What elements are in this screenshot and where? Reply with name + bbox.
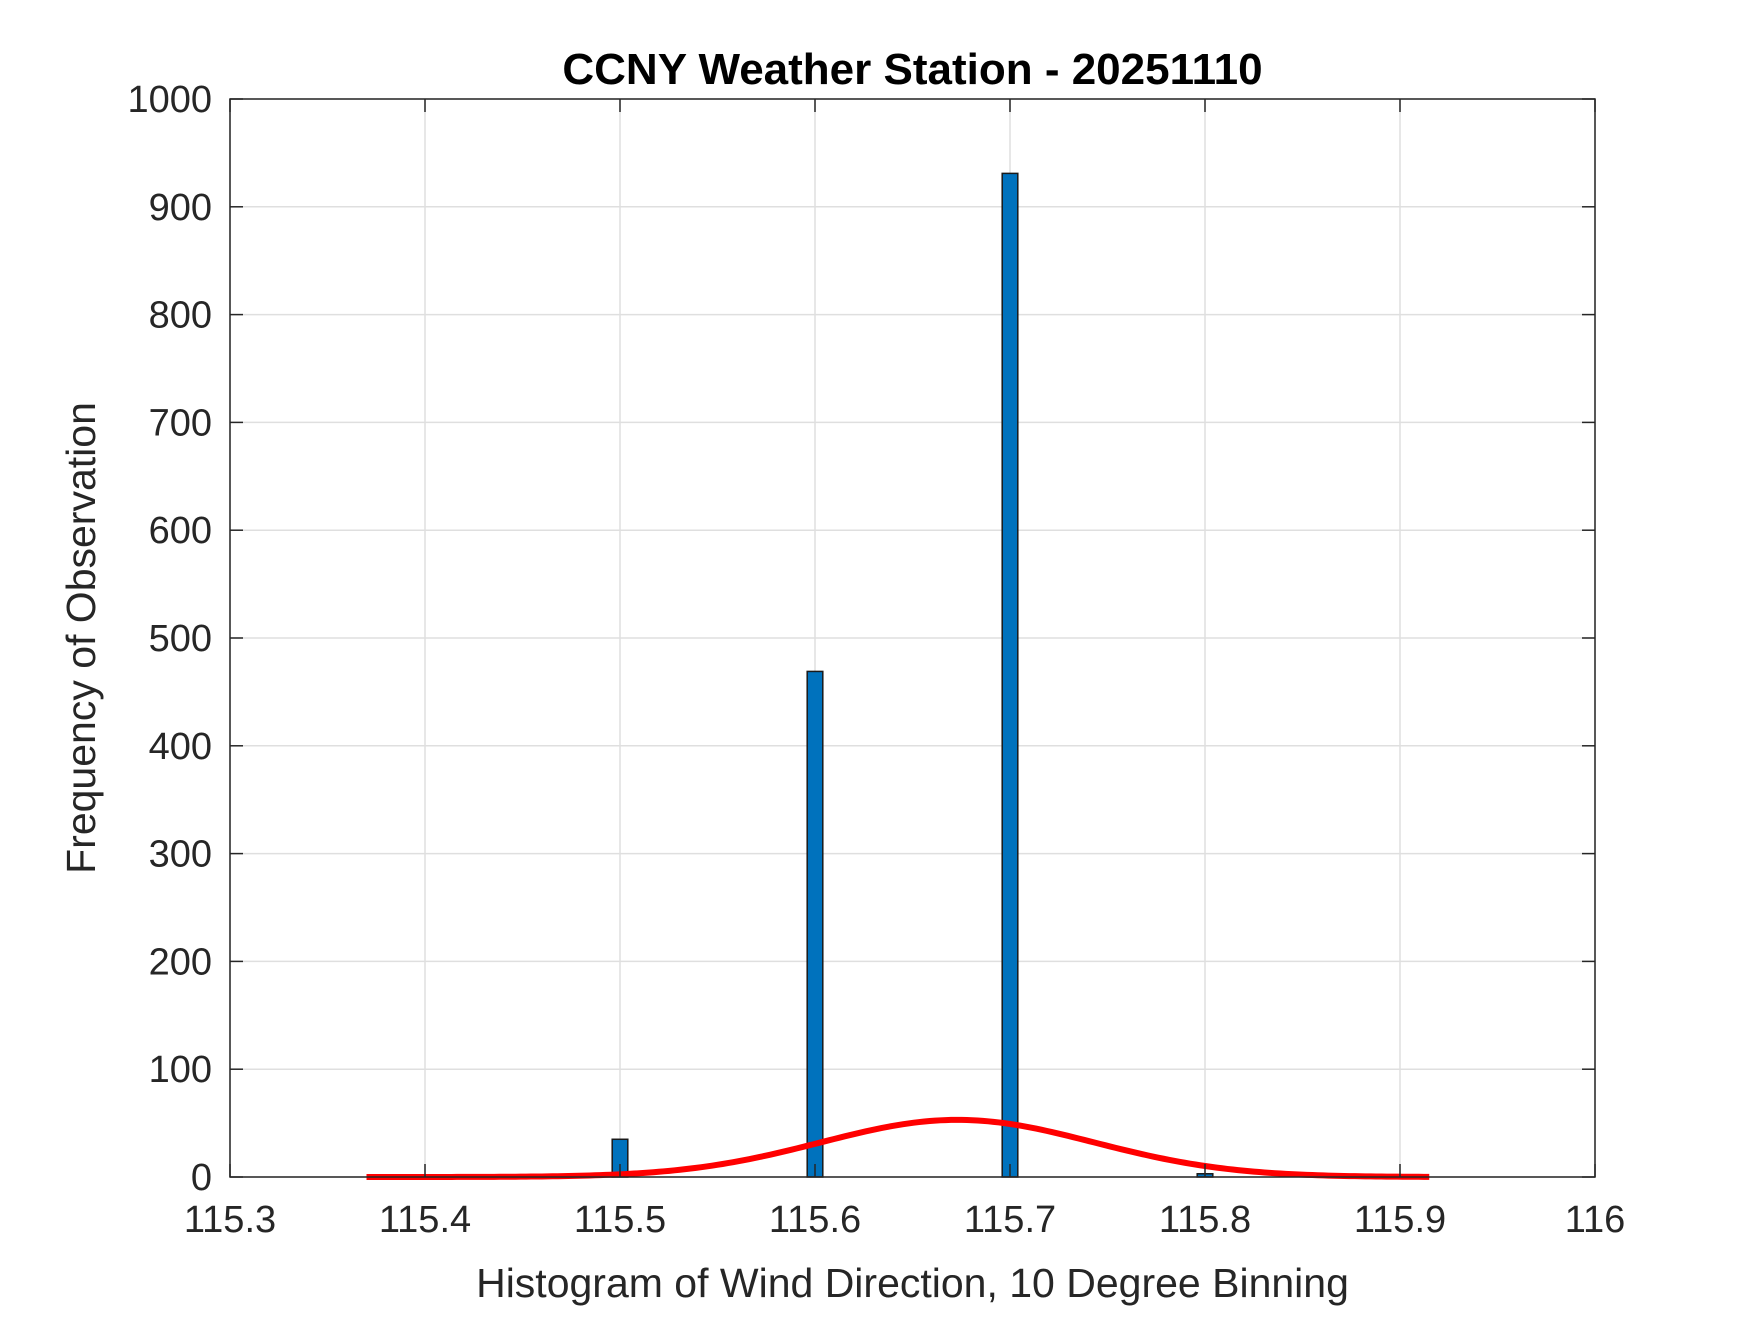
x-tick-label: 115.6 — [769, 1199, 861, 1241]
y-tick-labels: 0 100 200 300 400 500 600 700 800 900 1000 — [127, 79, 212, 1199]
histogram-bar — [1001, 172, 1019, 1178]
x-axis-label: Histogram of Wind Direction, 10 Degree B… — [476, 1260, 1349, 1306]
y-tick-label: 800 — [149, 295, 212, 337]
y-tick-label: 300 — [149, 834, 212, 876]
axis-ticks — [229, 98, 1596, 1178]
x-tick-labels: 115.3 115.4 115.5 115.6 115.7 115.8 115.9 116 — [184, 1199, 1625, 1241]
histogram-bars — [611, 172, 1214, 1178]
chart-title: CCNY Weather Station - 20251110 — [562, 45, 1262, 94]
x-tick-label: 115.7 — [964, 1199, 1056, 1241]
y-tick-label: 700 — [149, 402, 212, 444]
y-tick-label: 400 — [149, 726, 212, 768]
y-axis-label: Frequency of Observation — [58, 402, 104, 874]
y-tick-label: 900 — [149, 187, 212, 229]
x-tick-label: 115.8 — [1159, 1199, 1251, 1241]
x-tick-label: 115.3 — [184, 1199, 276, 1241]
x-tick-label: 115.4 — [379, 1199, 471, 1241]
y-tick-label: 200 — [149, 941, 212, 983]
y-tick-label: 100 — [149, 1049, 212, 1091]
x-tick-label: 115.9 — [1354, 1199, 1446, 1241]
histogram-bar — [806, 670, 824, 1178]
y-tick-label: 0 — [191, 1157, 212, 1199]
y-tick-label: 1000 — [127, 79, 212, 121]
y-tick-label: 500 — [149, 618, 212, 660]
x-tick-label: 115.5 — [574, 1199, 666, 1241]
y-tick-label: 600 — [149, 510, 212, 552]
x-tick-label: 116 — [1565, 1199, 1626, 1241]
